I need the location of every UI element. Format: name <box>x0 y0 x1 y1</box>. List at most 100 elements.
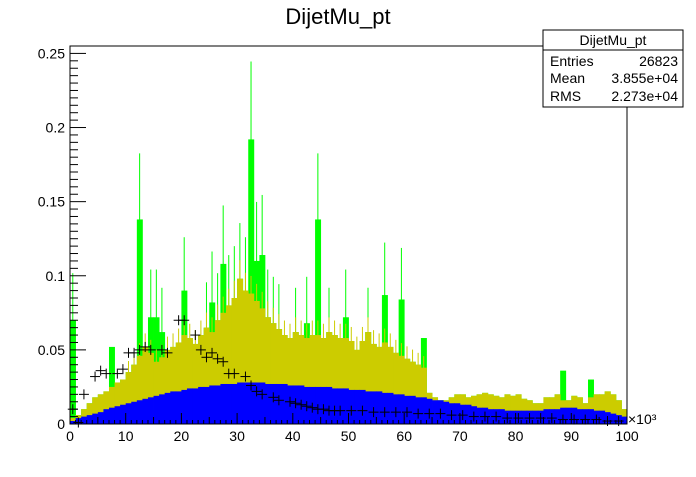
markers-layer <box>67 315 624 428</box>
blue-bar <box>354 389 361 424</box>
blue-bar <box>576 409 583 424</box>
blue-bar <box>326 386 333 424</box>
x-tick-label: 40 <box>285 428 301 444</box>
x-axis-exponent-label: ×10³ <box>628 411 657 427</box>
blue-bar <box>398 394 405 424</box>
blue-bar <box>487 409 494 424</box>
blue-bar <box>209 385 216 424</box>
blue-bar <box>465 404 472 424</box>
stat-box-title: DijetMu_pt <box>580 32 647 48</box>
blue-bar <box>476 407 483 424</box>
yellow-bar <box>487 394 494 424</box>
yellow-bar <box>610 394 617 424</box>
yellow-bar <box>120 379 127 424</box>
green-bar <box>108 346 115 424</box>
yellow-bar <box>309 335 316 424</box>
blue-bar <box>220 383 227 424</box>
yellow-bar <box>398 355 405 424</box>
blue-bar <box>159 394 166 424</box>
y-tick-label: 0.15 <box>38 194 65 210</box>
yellow-bar <box>114 382 121 424</box>
x-tick-label: 90 <box>564 428 580 444</box>
yellow-bar <box>315 335 322 424</box>
yellow-bar <box>231 298 238 424</box>
green-bar <box>136 219 143 424</box>
blue-bar <box>125 403 132 424</box>
yellow-bar <box>604 391 611 424</box>
yellow-bar <box>170 346 177 424</box>
yellow-bar <box>131 364 138 424</box>
yellow-bar <box>510 395 516 424</box>
blue-bar <box>237 382 244 424</box>
blue-bar <box>170 391 177 424</box>
blue-bar <box>175 391 182 424</box>
blue-bar <box>565 407 572 424</box>
yellow-bar <box>203 327 210 424</box>
yellow-bar <box>198 335 205 424</box>
yellow-bar <box>192 343 199 424</box>
yellow-bar <box>348 340 355 424</box>
yellow-bar <box>248 293 255 424</box>
yellow-bar <box>370 343 377 424</box>
blue-bar <box>147 397 154 424</box>
blue-bar <box>81 416 88 424</box>
yellow-bar <box>420 367 427 424</box>
blue-bar <box>543 409 550 424</box>
blue-bar <box>198 386 205 424</box>
yellow-bar <box>376 346 383 424</box>
yellow-bar <box>209 332 216 424</box>
stat-value-entries: 26823 <box>639 53 678 69</box>
x-tick-label: 100 <box>615 428 639 444</box>
yellow-bar <box>504 394 511 424</box>
blue-bar <box>186 388 193 424</box>
yellow-bar <box>181 335 188 424</box>
blue-bar <box>454 403 461 424</box>
yellow-bar <box>515 394 522 424</box>
y-tick-label: 0.05 <box>38 342 65 358</box>
yellow-bar <box>342 338 349 424</box>
yellow-bar <box>599 394 606 424</box>
yellow-bar <box>264 317 271 424</box>
blue-bar <box>248 382 255 424</box>
blue-bar <box>342 388 349 424</box>
x-tick-label: 50 <box>341 428 357 444</box>
blue-bar <box>92 413 99 424</box>
blue-bar <box>432 400 439 424</box>
yellow-bar <box>253 300 260 424</box>
yellow-bar <box>186 338 193 424</box>
yellow-bar <box>281 335 288 424</box>
blue-bar <box>214 385 221 424</box>
blue-bar <box>281 383 288 424</box>
blue-bar <box>259 382 266 424</box>
yellow-bar <box>259 308 266 424</box>
stat-box: DijetMu_pt Entries 26823 Mean 3.855e+04 … <box>542 29 684 108</box>
yellow-bar <box>354 349 361 424</box>
blue-bar <box>599 410 606 424</box>
blue-bar <box>203 386 210 424</box>
blue-bar <box>264 383 271 424</box>
yellow-bar <box>276 329 283 424</box>
yellow-bar <box>393 352 400 424</box>
blue-bar <box>443 401 450 424</box>
yellow-bar <box>225 305 232 424</box>
x-tick-label: 10 <box>118 428 134 444</box>
blue-bar <box>376 391 383 424</box>
yellow-bar <box>220 312 227 424</box>
axes-layer: 0 10 20 30 40 50 60 70 80 90 100 0 0.05 0.1 0.15 0.2 0.2… <box>38 45 639 444</box>
stat-value-rms: 2.273e+04 <box>611 88 678 104</box>
yellow-bar <box>337 338 344 424</box>
blue-bar <box>192 388 199 424</box>
blue-bar <box>409 395 416 424</box>
blue-bar <box>97 412 104 424</box>
blue-bar <box>610 413 617 424</box>
blue-bar <box>387 392 394 424</box>
blue-bar <box>588 409 594 424</box>
yellow-bar <box>409 361 416 424</box>
blue-bar <box>253 382 260 424</box>
blue-bar <box>521 410 528 424</box>
y-tick-label: 0.1 <box>46 268 66 284</box>
blue-bar <box>136 400 143 424</box>
blue-bar <box>532 410 539 424</box>
blue-bar <box>181 389 188 424</box>
yellow-bar <box>92 397 99 424</box>
